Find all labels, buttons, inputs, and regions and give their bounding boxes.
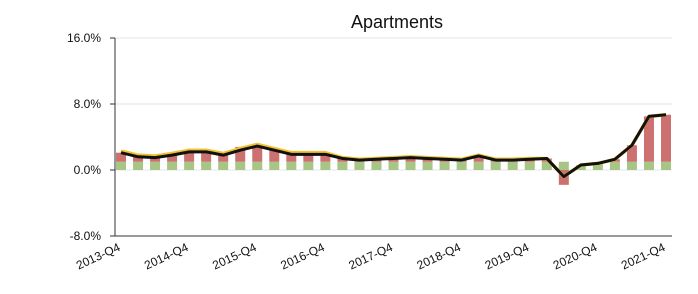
bar	[218, 161, 229, 170]
bar	[354, 161, 365, 170]
x-tick-label: 2015-Q4	[210, 240, 259, 273]
bar	[133, 156, 144, 162]
bar	[388, 158, 399, 162]
bar	[167, 155, 178, 162]
y-tick-label: -8.0%	[70, 229, 102, 243]
bar	[626, 161, 637, 170]
x-tick-label: 2019-Q4	[483, 240, 532, 273]
bar	[218, 155, 229, 162]
x-tick-label: 2014-Q4	[142, 240, 191, 273]
bar	[116, 152, 126, 162]
bar	[473, 161, 484, 170]
bar	[643, 116, 654, 162]
x-tick-label: 2021-Q4	[619, 240, 668, 273]
bar	[490, 161, 501, 170]
bar	[541, 161, 552, 170]
bar	[661, 161, 671, 170]
bar	[456, 161, 467, 170]
bar	[643, 161, 654, 170]
bar	[405, 161, 416, 170]
bar	[626, 145, 637, 162]
bar	[150, 157, 161, 162]
bar	[184, 161, 195, 170]
bar	[592, 163, 603, 170]
bar	[422, 161, 433, 170]
bar	[473, 155, 484, 162]
bar	[661, 114, 671, 162]
bar	[150, 161, 161, 170]
x-tick-label: 2013-Q4	[74, 240, 123, 273]
bar	[252, 146, 263, 162]
bar	[439, 161, 450, 170]
bar	[133, 161, 144, 170]
bar	[201, 161, 212, 170]
bar	[167, 161, 178, 170]
bar	[405, 157, 416, 162]
bar	[235, 146, 246, 162]
bar	[320, 154, 331, 162]
y-tick-label: 0.0%	[74, 163, 102, 177]
bar	[184, 151, 195, 162]
bar	[201, 151, 212, 162]
bar	[269, 161, 280, 170]
bar	[320, 161, 331, 170]
bar	[524, 161, 535, 170]
bar	[269, 150, 280, 162]
y-tick-label: 8.0%	[74, 97, 102, 111]
x-tick-label: 2018-Q4	[415, 240, 464, 273]
bar	[116, 161, 126, 170]
bar	[422, 158, 433, 162]
bar	[337, 161, 348, 170]
y-tick-label: 16.0%	[67, 31, 101, 45]
bar	[507, 161, 518, 170]
x-tick-label: 2017-Q4	[347, 240, 396, 273]
bar	[235, 161, 246, 170]
bar	[371, 161, 382, 170]
bar	[252, 161, 263, 170]
x-tick-label: 2020-Q4	[551, 240, 600, 273]
bar	[609, 161, 620, 170]
bar	[303, 161, 314, 170]
bar	[575, 165, 586, 170]
bar	[337, 158, 348, 162]
x-tick-label: 2016-Q4	[278, 240, 327, 273]
bar	[286, 161, 297, 170]
bar	[558, 161, 569, 170]
bar	[388, 161, 399, 170]
bar	[286, 154, 297, 162]
bar	[303, 154, 314, 162]
line	[120, 113, 667, 179]
chart-title: Apartments	[351, 12, 443, 32]
